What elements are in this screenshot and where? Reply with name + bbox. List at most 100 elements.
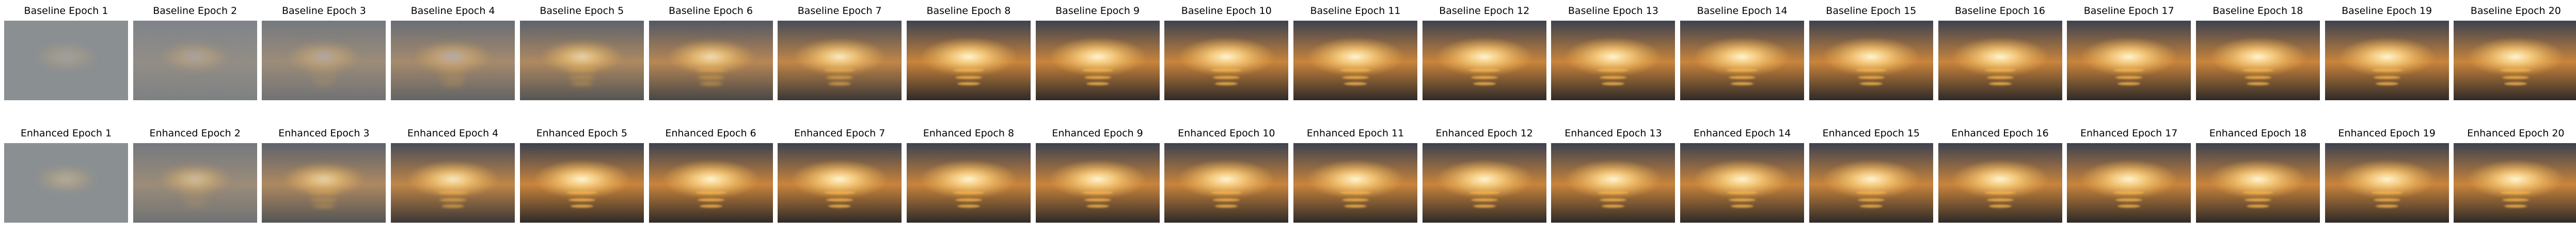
sun-glow xyxy=(1048,160,1147,199)
sun-reflection xyxy=(955,198,982,201)
epoch-panel-title: Baseline Epoch 7 xyxy=(797,5,882,17)
sun-reflection xyxy=(181,198,209,201)
sun-reflection xyxy=(1859,205,1883,208)
sunset-image xyxy=(1680,143,1805,223)
sun-reflection xyxy=(2504,205,2527,208)
epoch-panel-title: Baseline Epoch 2 xyxy=(153,5,238,17)
sun-reflection xyxy=(439,198,467,201)
epoch-panel-title: Baseline Epoch 14 xyxy=(1697,5,1788,17)
sun-reflection xyxy=(1213,198,1240,201)
sun-reflection xyxy=(310,198,338,201)
sun-reflection xyxy=(2373,198,2400,201)
sun-reflection xyxy=(2502,198,2530,201)
sun-glow xyxy=(1177,37,1276,76)
sun-glow xyxy=(2208,160,2307,199)
sun-reflection xyxy=(955,76,982,79)
sun-reflection xyxy=(568,76,595,79)
sun-glow xyxy=(35,43,97,70)
sun-reflection xyxy=(1084,76,1111,79)
sun-glow xyxy=(667,39,755,75)
sunset-image xyxy=(1422,21,1546,100)
sun-reflection xyxy=(1986,76,2014,79)
sun-reflection xyxy=(953,69,984,72)
epoch-panel-title: Enhanced Epoch 10 xyxy=(1178,128,1275,139)
epoch-panel-title: Enhanced Epoch 2 xyxy=(149,128,241,139)
sun-reflection xyxy=(2113,191,2145,194)
sun-reflection xyxy=(1600,76,1627,79)
sun-reflection xyxy=(2500,191,2532,194)
sun-glow xyxy=(1822,37,1920,76)
sun-glow xyxy=(1435,160,1534,199)
epoch-panel-title: Enhanced Epoch 6 xyxy=(665,128,756,139)
sun-reflection xyxy=(1602,205,1625,208)
sun-reflection xyxy=(2502,76,2530,79)
sunset-image xyxy=(1809,143,1933,223)
sun-glow xyxy=(159,164,231,195)
sun-reflection xyxy=(1857,198,1885,201)
sun-reflection xyxy=(1471,198,1498,201)
epoch-panel-title: Baseline Epoch 17 xyxy=(2083,5,2174,17)
sun-glow xyxy=(1306,160,1404,199)
epoch-panel-title: Enhanced Epoch 8 xyxy=(923,128,1015,139)
epoch-panel-title: Baseline Epoch 1 xyxy=(24,5,108,17)
sunset-image xyxy=(778,21,902,100)
sun-glow xyxy=(661,160,760,199)
sun-glow xyxy=(1435,37,1534,76)
sun-reflection xyxy=(437,191,469,194)
sunset-image xyxy=(1938,143,2062,223)
sun-glow xyxy=(2467,160,2565,199)
sun-reflection xyxy=(2500,69,2532,72)
sun-reflection xyxy=(2375,205,2398,208)
sun-reflection xyxy=(1468,191,1500,194)
epoch-panel-title: Enhanced Epoch 17 xyxy=(2080,128,2178,139)
sun-glow xyxy=(161,42,229,71)
sun-glow xyxy=(1048,37,1147,76)
sunset-image xyxy=(262,143,386,223)
sun-reflection xyxy=(1859,82,1883,85)
sun-reflection xyxy=(1340,69,1371,72)
sun-reflection xyxy=(1602,82,1625,85)
sun-glow xyxy=(35,166,97,193)
epoch-panel-title: Enhanced Epoch 11 xyxy=(1306,128,1404,139)
sun-reflection xyxy=(312,205,336,208)
sun-reflection xyxy=(183,205,207,208)
epoch-panel-title: Enhanced Epoch 15 xyxy=(1822,128,1920,139)
sunset-image xyxy=(1551,143,1676,223)
sun-reflection xyxy=(824,69,856,72)
sun-glow xyxy=(1693,37,1792,76)
sun-glow xyxy=(1951,37,2049,76)
epoch-panel-title: Enhanced Epoch 13 xyxy=(1564,128,1662,139)
sun-reflection xyxy=(1729,76,1756,79)
sunset-image xyxy=(133,21,257,100)
sun-glow xyxy=(1564,160,1663,199)
epoch-panel-title: Enhanced Epoch 3 xyxy=(278,128,370,139)
sun-reflection xyxy=(1086,82,1109,85)
sun-reflection xyxy=(2375,82,2398,85)
epoch-panel-title: Enhanced Epoch 5 xyxy=(536,128,627,139)
sunset-image xyxy=(1293,143,1417,223)
sun-reflection xyxy=(312,82,336,85)
sun-reflection xyxy=(1471,76,1498,79)
sun-reflection xyxy=(1342,198,1369,201)
sunset-image xyxy=(2067,143,2191,223)
sunset-image xyxy=(2325,143,2449,223)
sun-reflection xyxy=(1731,205,1754,208)
epoch-panel-title: Baseline Epoch 4 xyxy=(410,5,495,17)
sun-reflection xyxy=(1855,191,1887,194)
sunset-image xyxy=(1035,143,1160,223)
epoch-panel-title: Enhanced Epoch 1 xyxy=(20,128,112,139)
sunset-image xyxy=(2454,143,2576,223)
sunset-image xyxy=(1938,21,2062,100)
sun-reflection xyxy=(697,198,724,201)
sun-reflection xyxy=(566,191,597,194)
sunset-image xyxy=(1164,143,1289,223)
sun-reflection xyxy=(308,69,340,72)
sun-reflection xyxy=(699,205,722,208)
sunset-image xyxy=(391,143,515,223)
sun-reflection xyxy=(1984,191,2016,194)
sun-reflection xyxy=(1855,69,1887,72)
sun-reflection xyxy=(2246,205,2269,208)
sun-reflection xyxy=(1215,205,1238,208)
sun-reflection xyxy=(1342,76,1369,79)
